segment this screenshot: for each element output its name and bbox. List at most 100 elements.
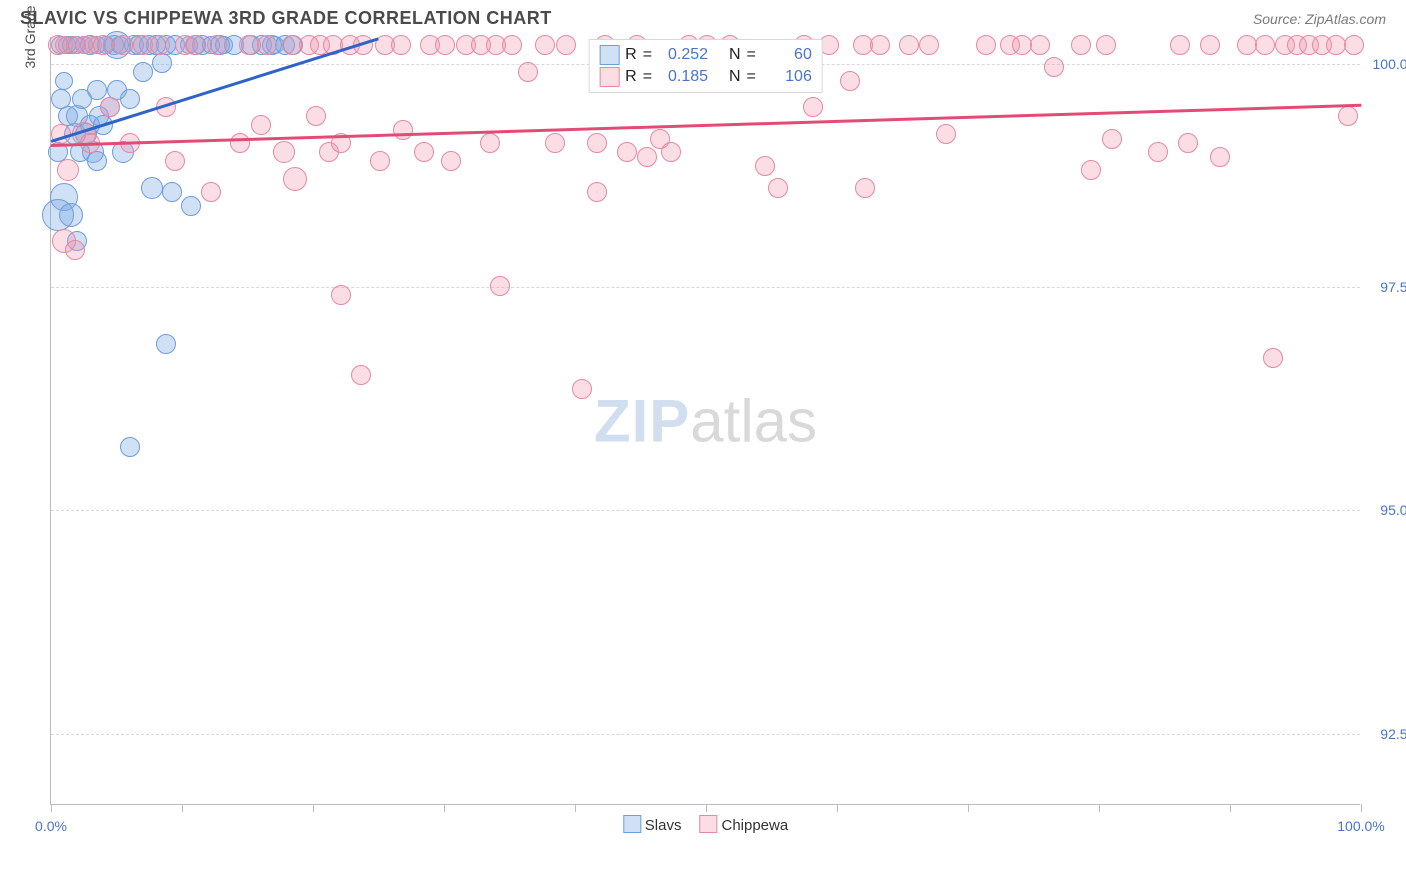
data-point <box>535 35 555 55</box>
data-point <box>1178 133 1198 153</box>
data-point <box>152 53 172 73</box>
data-point <box>283 167 307 191</box>
data-point <box>331 285 351 305</box>
y-axis-label: 3rd Grade <box>22 5 38 68</box>
trend-line <box>51 104 1361 147</box>
x-tick <box>575 804 576 812</box>
data-point <box>1210 147 1230 167</box>
data-point <box>936 124 956 144</box>
data-point <box>1030 35 1050 55</box>
data-point <box>414 142 434 162</box>
chart-title: SLAVIC VS CHIPPEWA 3RD GRADE CORRELATION… <box>20 8 552 29</box>
data-point <box>976 35 996 55</box>
data-point <box>93 35 113 55</box>
data-point <box>840 71 860 91</box>
data-point <box>162 182 182 202</box>
data-point <box>133 62 153 82</box>
data-point <box>87 80 107 100</box>
legend-row: R=0.252 N=60 <box>599 44 812 66</box>
x-tick <box>837 804 838 812</box>
data-point <box>165 151 185 171</box>
data-point <box>1237 35 1257 55</box>
data-point <box>57 159 79 181</box>
scatter-plot: ZIPatlas R=0.252 N=60R=0.185 N=106 Slavs… <box>50 37 1360 805</box>
data-point <box>1338 106 1358 126</box>
legend-item: Slavs <box>623 815 682 834</box>
x-tick <box>444 804 445 812</box>
data-point <box>251 115 271 135</box>
legend-swatch <box>623 815 641 833</box>
legend-item: Chippewa <box>699 815 788 834</box>
data-point <box>370 151 390 171</box>
data-point <box>480 133 500 153</box>
data-point <box>1096 35 1116 55</box>
data-point <box>1148 142 1168 162</box>
legend-row: R=0.185 N=106 <box>599 66 812 88</box>
data-point <box>1344 35 1364 55</box>
x-tick <box>51 804 52 812</box>
data-point <box>391 35 411 55</box>
data-point <box>855 178 875 198</box>
x-tick-label: 0.0% <box>35 818 67 834</box>
data-point <box>150 35 170 55</box>
data-point <box>768 178 788 198</box>
data-point <box>617 142 637 162</box>
data-point <box>156 334 176 354</box>
data-point <box>257 35 277 55</box>
data-point <box>587 133 607 153</box>
data-point <box>1255 35 1275 55</box>
data-point <box>351 365 371 385</box>
data-point <box>919 35 939 55</box>
data-point <box>1012 35 1032 55</box>
y-tick-label: 100.0% <box>1365 56 1406 72</box>
data-point <box>572 379 592 399</box>
data-point <box>899 35 919 55</box>
data-point <box>870 35 890 55</box>
data-point <box>502 35 522 55</box>
data-point <box>42 199 74 231</box>
data-point <box>556 35 576 55</box>
x-tick <box>1230 804 1231 812</box>
gridline <box>51 734 1360 735</box>
x-tick <box>706 804 707 812</box>
data-point <box>587 182 607 202</box>
data-point <box>55 72 73 90</box>
legend-swatch <box>599 67 619 87</box>
x-tick <box>968 804 969 812</box>
x-tick <box>182 804 183 812</box>
data-point <box>441 151 461 171</box>
data-point <box>661 142 681 162</box>
legend-swatch <box>599 45 619 65</box>
data-point <box>1081 160 1101 180</box>
x-tick <box>1361 804 1362 812</box>
y-tick-label: 97.5% <box>1365 279 1406 295</box>
gridline <box>51 287 1360 288</box>
data-point <box>1263 348 1283 368</box>
data-point <box>1102 129 1122 149</box>
data-point <box>545 133 565 153</box>
data-point <box>185 35 205 55</box>
chart-source: Source: ZipAtlas.com <box>1253 11 1386 27</box>
data-point <box>755 156 775 176</box>
data-point <box>518 62 538 82</box>
data-point <box>1200 35 1220 55</box>
data-point <box>1071 35 1091 55</box>
data-point <box>1170 35 1190 55</box>
y-tick-label: 95.0% <box>1365 502 1406 518</box>
data-point <box>230 133 250 153</box>
data-point <box>435 35 455 55</box>
data-point <box>181 196 201 216</box>
data-point <box>273 141 295 163</box>
x-tick <box>313 804 314 812</box>
legend-swatch <box>699 815 717 833</box>
data-point <box>65 240 85 260</box>
data-point <box>1326 35 1346 55</box>
data-point <box>141 177 163 199</box>
data-point <box>120 437 140 457</box>
data-point <box>306 106 326 126</box>
data-point <box>393 120 413 140</box>
data-point <box>207 35 227 55</box>
x-tick-label: 100.0% <box>1337 818 1384 834</box>
correlation-legend: R=0.252 N=60R=0.185 N=106 <box>588 39 823 93</box>
data-point <box>637 147 657 167</box>
